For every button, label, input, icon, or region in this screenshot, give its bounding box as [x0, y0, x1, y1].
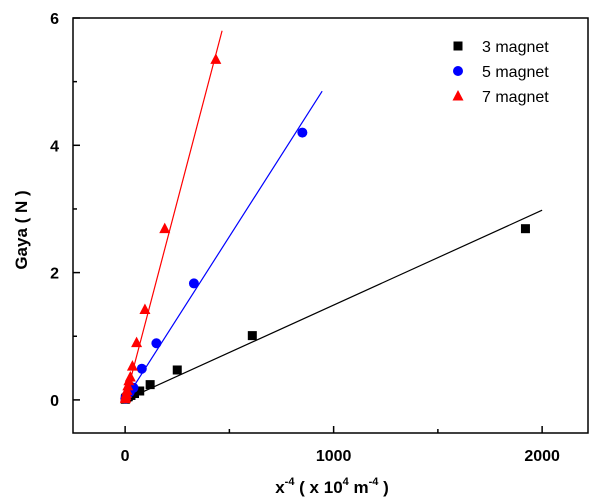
x-axis-title-unit: m	[349, 478, 369, 497]
x-tick-label: 1000	[316, 448, 352, 465]
point-series-3	[159, 222, 171, 234]
y-tick-label: 2	[50, 266, 59, 283]
point-series-3	[210, 53, 222, 64]
y-tick-label: 6	[50, 11, 59, 28]
x-axis-title-end: )	[378, 478, 388, 497]
legend-label-2: 5 magnet	[482, 64, 549, 81]
x-tick-labels: 0 1000 2000	[121, 448, 560, 465]
x-axis-title-sup3: -4	[369, 476, 380, 488]
fit-line-series-3	[124, 30, 223, 401]
legend-label-3: 7 magnet	[482, 89, 549, 106]
legend-label-1: 3 magnet	[482, 39, 549, 56]
fit-line-series-2	[124, 90, 323, 401]
plot-area	[72, 17, 589, 434]
y-axis-title: Gaya ( N )	[12, 190, 31, 269]
point-series-3	[124, 370, 136, 382]
axis-ticks	[73, 17, 543, 433]
point-series-3	[131, 336, 143, 348]
point-series-2	[188, 278, 199, 289]
x-axis-title: x-4 ( x 104 m-4 )	[275, 476, 389, 497]
point-series-1	[520, 224, 530, 234]
point-series-1	[247, 331, 257, 341]
x-tick-label: 2000	[524, 448, 560, 465]
legend-marker-1	[453, 41, 463, 51]
point-series-1	[145, 380, 155, 390]
fit-line-series-1	[124, 209, 543, 401]
data-points	[119, 53, 530, 404]
legend: 3 magnet 5 magnet 7 magnet	[452, 39, 549, 106]
y-tick-labels: 0 2 4 6	[50, 11, 59, 410]
legend-marker-2	[453, 66, 463, 76]
point-series-3	[126, 360, 138, 371]
x-axis-title-sup1: -4	[285, 476, 296, 488]
point-series-2	[297, 127, 308, 138]
point-series-3	[139, 303, 151, 315]
y-tick-label: 4	[50, 138, 59, 155]
y-tick-label: 0	[50, 393, 59, 410]
point-series-2	[136, 363, 147, 374]
fit-lines	[124, 30, 543, 401]
point-series-1	[172, 365, 182, 375]
point-series-1	[135, 386, 145, 396]
x-axis-title-mid: ( x 10	[294, 478, 342, 497]
point-series-2	[151, 338, 162, 349]
x-axis-title-symbol: x	[275, 478, 285, 497]
plot-frame	[72, 17, 589, 434]
x-axis-title-sup2: 4	[343, 476, 350, 488]
x-tick-label: 0	[121, 448, 130, 465]
legend-marker-3	[452, 90, 464, 101]
